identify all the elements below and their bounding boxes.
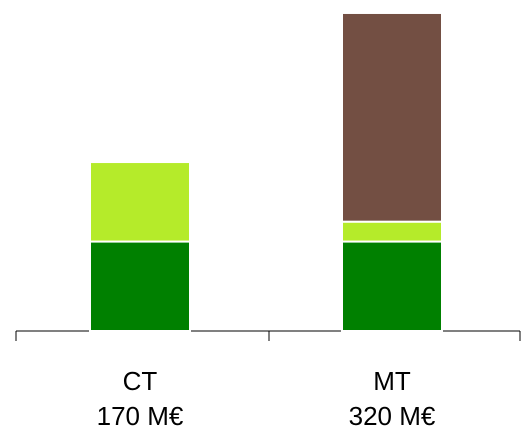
bar-segment (89, 240, 191, 332)
bar-segment (341, 11, 443, 223)
bar-segment (89, 161, 191, 243)
total-label: 320 M€ (349, 401, 436, 431)
bar-segment (341, 240, 443, 332)
category-label: CT (123, 366, 158, 396)
bar-segment (341, 220, 443, 243)
total-label: 170 M€ (97, 401, 184, 431)
category-label: MT (373, 366, 411, 396)
